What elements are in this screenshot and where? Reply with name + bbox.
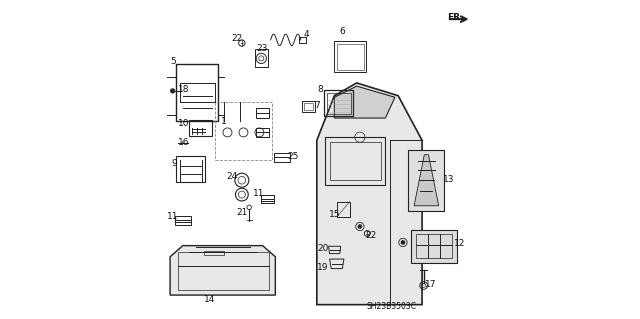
Bar	[215, 102, 272, 160]
Text: 25: 25	[287, 152, 299, 161]
Text: 9: 9	[171, 159, 177, 168]
Text: 18: 18	[178, 85, 189, 94]
Text: 24: 24	[226, 172, 237, 181]
Bar	[416, 234, 452, 258]
Bar	[300, 37, 307, 43]
Polygon shape	[317, 83, 422, 305]
Text: 22: 22	[365, 231, 377, 240]
Text: 11: 11	[253, 189, 264, 198]
Polygon shape	[411, 230, 457, 263]
Bar	[204, 251, 224, 255]
Polygon shape	[414, 155, 438, 206]
Text: 13: 13	[442, 175, 454, 184]
Bar	[256, 108, 269, 118]
Text: 7: 7	[314, 101, 320, 110]
Text: 11: 11	[167, 212, 179, 221]
Text: SH23B3503C: SH23B3503C	[367, 302, 417, 311]
Bar	[304, 103, 313, 110]
Text: 19: 19	[317, 263, 328, 272]
Bar	[327, 93, 351, 114]
Text: 17: 17	[425, 280, 436, 289]
Bar	[255, 49, 268, 67]
Bar	[189, 120, 212, 136]
Text: 21: 21	[236, 208, 248, 217]
Circle shape	[170, 89, 175, 93]
Circle shape	[358, 225, 362, 228]
Text: 5: 5	[170, 57, 176, 66]
Bar	[324, 90, 353, 116]
Bar	[334, 41, 366, 72]
Bar	[178, 252, 269, 290]
Text: 16: 16	[178, 138, 189, 147]
Bar	[324, 137, 385, 185]
Text: 23: 23	[256, 44, 268, 53]
Polygon shape	[408, 150, 444, 211]
Bar	[337, 202, 349, 217]
Text: 8: 8	[318, 85, 323, 94]
Bar	[175, 216, 191, 225]
Text: FR.: FR.	[447, 13, 464, 22]
Bar	[177, 64, 218, 121]
Bar	[337, 44, 364, 70]
Text: 14: 14	[204, 295, 216, 304]
Bar	[303, 101, 315, 112]
Bar	[274, 153, 290, 162]
Text: 15: 15	[328, 210, 340, 219]
Polygon shape	[334, 86, 395, 118]
Bar	[261, 195, 274, 203]
Text: 6: 6	[339, 27, 345, 36]
Circle shape	[401, 241, 404, 244]
Text: 4: 4	[303, 30, 308, 39]
Bar	[256, 128, 269, 137]
Text: 1: 1	[221, 117, 227, 126]
Text: 22: 22	[232, 34, 243, 43]
Polygon shape	[170, 246, 275, 295]
Text: 12: 12	[454, 239, 465, 248]
Bar	[330, 142, 381, 180]
Text: 20: 20	[317, 244, 328, 253]
Text: 10: 10	[178, 119, 189, 128]
